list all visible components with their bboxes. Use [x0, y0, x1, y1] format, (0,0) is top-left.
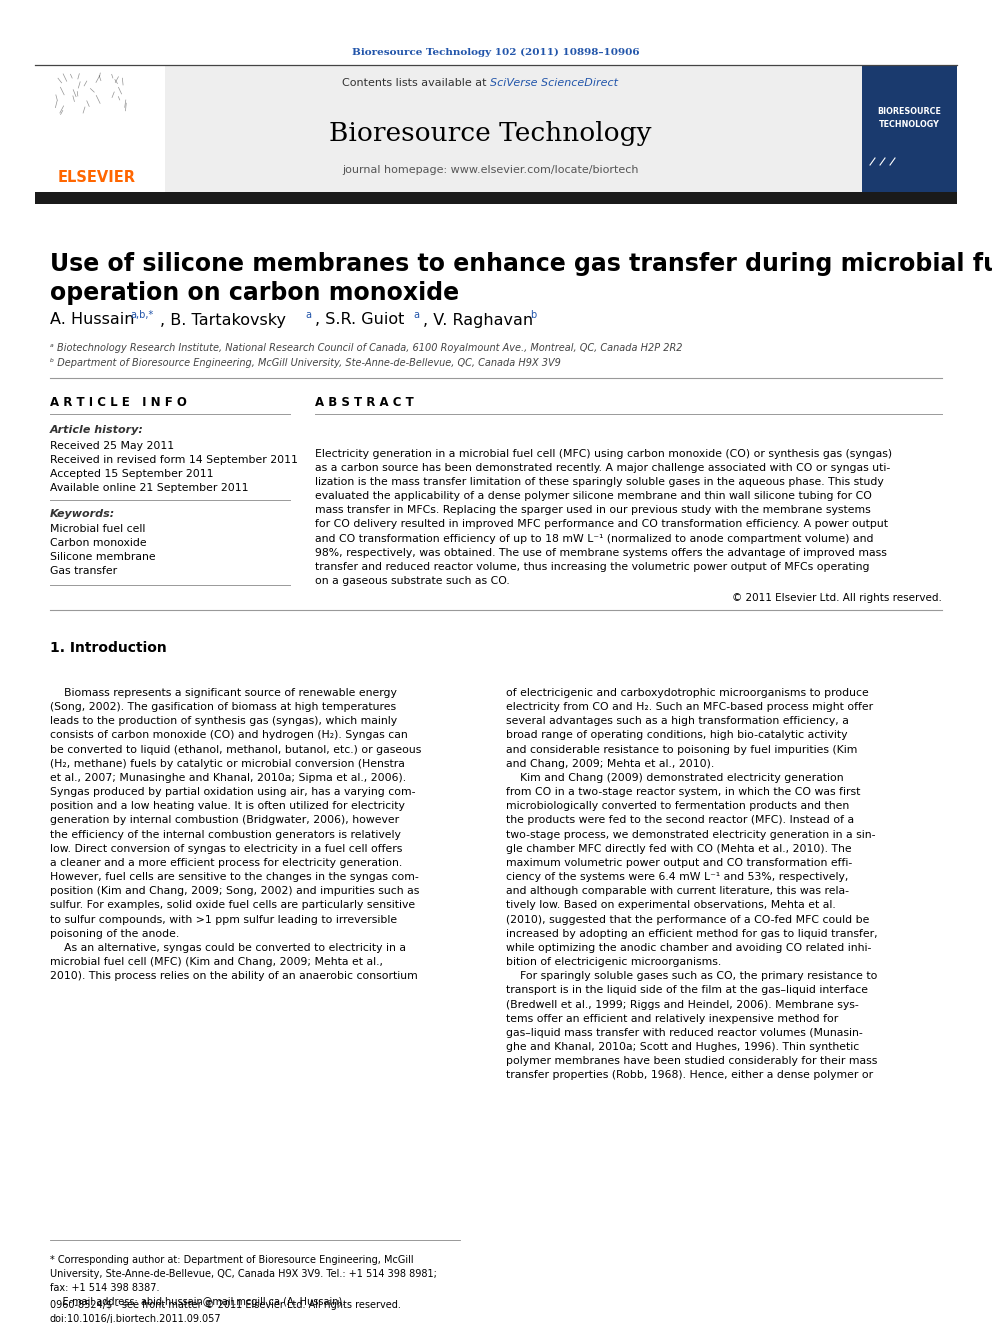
- Text: Gas transfer: Gas transfer: [50, 566, 117, 576]
- Text: Use of silicone membranes to enhance gas transfer during microbial fuel cell
ope: Use of silicone membranes to enhance gas…: [50, 251, 992, 304]
- Text: a: a: [305, 310, 311, 320]
- Text: 0960-8524/$ - see front matter © 2011 Elsevier Ltd. All rights reserved.
doi:10.: 0960-8524/$ - see front matter © 2011 El…: [50, 1301, 401, 1323]
- Text: A B S T R A C T: A B S T R A C T: [315, 397, 414, 410]
- Text: Carbon monoxide: Carbon monoxide: [50, 538, 147, 548]
- Text: Bioresource Technology 102 (2011) 10898–10906: Bioresource Technology 102 (2011) 10898–…: [352, 48, 640, 57]
- Text: Contents lists available at: Contents lists available at: [342, 78, 490, 89]
- Text: ᵇ Department of Bioresource Engineering, McGill University, Ste-Anne-de-Bellevue: ᵇ Department of Bioresource Engineering,…: [50, 359, 560, 368]
- Bar: [35, 65, 165, 192]
- Text: Received in revised form 14 September 2011: Received in revised form 14 September 20…: [50, 455, 298, 464]
- Text: BIORESOURCE
TECHNOLOGY: BIORESOURCE TECHNOLOGY: [877, 107, 941, 128]
- Text: Electricity generation in a microbial fuel cell (MFC) using carbon monoxide (CO): Electricity generation in a microbial fu…: [315, 448, 892, 586]
- Text: a,b,*: a,b,*: [130, 310, 153, 320]
- Text: A R T I C L E   I N F O: A R T I C L E I N F O: [50, 397, 186, 410]
- Text: journal homepage: www.elsevier.com/locate/biortech: journal homepage: www.elsevier.com/locat…: [342, 165, 638, 175]
- Bar: [35, 192, 957, 204]
- Text: A. Hussain: A. Hussain: [50, 312, 135, 328]
- Text: * Corresponding author at: Department of Bioresource Engineering, McGill
Univers: * Corresponding author at: Department of…: [50, 1256, 436, 1307]
- Text: Received 25 May 2011: Received 25 May 2011: [50, 441, 175, 451]
- Text: b: b: [530, 310, 537, 320]
- Text: Accepted 15 September 2011: Accepted 15 September 2011: [50, 468, 213, 479]
- Text: Silicone membrane: Silicone membrane: [50, 552, 156, 562]
- Bar: [35, 65, 957, 192]
- Text: Bioresource Technology: Bioresource Technology: [328, 120, 652, 146]
- Bar: [862, 65, 957, 192]
- Text: Available online 21 September 2011: Available online 21 September 2011: [50, 483, 249, 493]
- Text: , S.R. Guiot: , S.R. Guiot: [315, 312, 405, 328]
- Text: Keywords:: Keywords:: [50, 509, 115, 519]
- Text: © 2011 Elsevier Ltd. All rights reserved.: © 2011 Elsevier Ltd. All rights reserved…: [732, 593, 942, 603]
- Text: 1. Introduction: 1. Introduction: [50, 642, 167, 655]
- Text: , B. Tartakovsky: , B. Tartakovsky: [160, 312, 286, 328]
- Text: Article history:: Article history:: [50, 425, 144, 435]
- Text: ᵃ Biotechnology Research Institute, National Research Council of Canada, 6100 Ro: ᵃ Biotechnology Research Institute, Nati…: [50, 343, 682, 353]
- Text: Microbial fuel cell: Microbial fuel cell: [50, 524, 146, 534]
- Text: SciVerse ScienceDirect: SciVerse ScienceDirect: [490, 78, 618, 89]
- Text: Biomass represents a significant source of renewable energy
(Song, 2002). The ga: Biomass represents a significant source …: [50, 688, 422, 982]
- Text: of electricigenic and carboxydotrophic microorganisms to produce
electricity fro: of electricigenic and carboxydotrophic m…: [506, 688, 878, 1081]
- Text: , V. Raghavan: , V. Raghavan: [423, 312, 533, 328]
- Text: a: a: [413, 310, 419, 320]
- Text: ELSEVIER: ELSEVIER: [58, 171, 136, 185]
